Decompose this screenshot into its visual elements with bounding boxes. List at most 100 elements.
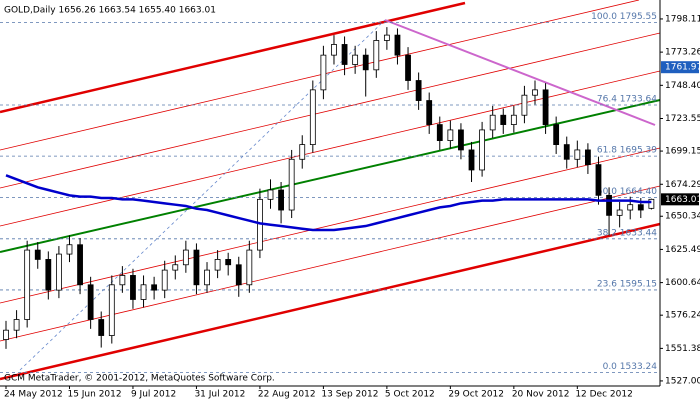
candle-body (56, 253, 62, 291)
candle-body (352, 54, 359, 65)
x-tick-label: 5 Oct 2012 (385, 390, 435, 400)
candle-body (24, 249, 31, 320)
candle-body (394, 34, 401, 56)
candle-body (172, 264, 179, 271)
candle-body (637, 204, 644, 211)
candle-body (34, 249, 41, 260)
candle-body (77, 244, 83, 286)
candle-body (616, 209, 623, 216)
y-tick-label: 1674.29 (665, 180, 700, 190)
candle-body (98, 319, 105, 336)
candle-body (267, 189, 274, 200)
candle-body (574, 149, 581, 160)
candle-body (606, 194, 612, 216)
candle-body (595, 164, 602, 196)
candle-body (278, 189, 284, 211)
fib-label: 100.0 1795.55 (591, 12, 657, 22)
y-tick-label: 1527.00 (665, 376, 700, 386)
y-tick-label: 1576.24 (665, 311, 700, 321)
candle-body (426, 100, 433, 125)
candle-body (151, 284, 158, 291)
y-tick-label: 1551.38 (665, 344, 700, 354)
price-marker-label: 1663.01 (665, 195, 700, 205)
candle-body (130, 275, 136, 300)
x-tick-label: 31 Jul 2012 (194, 390, 245, 400)
fib-label: 61.8 1695.39 (597, 146, 657, 156)
candle-body (553, 124, 560, 145)
candle-body (214, 259, 221, 271)
candle-body (458, 129, 464, 151)
candle-body (193, 249, 200, 286)
channel-bottom (0, 222, 661, 381)
candle-body (13, 319, 20, 331)
y-tick-label: 1699.15 (665, 147, 700, 157)
channel-line (0, 70, 661, 227)
candle-body (500, 114, 507, 125)
y-tick-label: 1748.40 (665, 81, 700, 91)
x-tick-label: 9 Jul 2012 (131, 390, 176, 400)
candle-body (309, 89, 316, 145)
price-marker-label: 1761.97 (665, 63, 700, 73)
candle-body (119, 275, 126, 286)
candle-body (468, 149, 475, 171)
candle-body (383, 34, 390, 41)
candle-body (479, 129, 486, 171)
candle-body (563, 144, 570, 160)
candle-body (542, 89, 549, 125)
candle-body (373, 40, 380, 71)
y-tick-label: 1650.34 (665, 212, 700, 222)
fib-label: 0.0 1533.24 (603, 362, 658, 372)
x-tick-label: 12 Dec 2012 (575, 390, 633, 400)
x-tick-label: 20 Nov 2012 (512, 390, 570, 400)
x-tick-label: 22 Aug 2012 (258, 390, 316, 400)
channel-line (0, 0, 640, 151)
candle-body (225, 259, 232, 266)
x-tick-label: 13 Sep 2012 (321, 390, 378, 400)
candle-body (510, 114, 517, 125)
candle-body (235, 264, 242, 286)
candle-body (532, 89, 538, 96)
trend-line (384, 19, 656, 126)
candle-body (288, 158, 295, 211)
candle-body (182, 249, 189, 266)
x-tick-label: 15 Jun 2012 (67, 390, 121, 400)
footer: GCM MetaTrader, © 2001-2012, MetaQuotes … (4, 374, 275, 384)
candle-body (87, 284, 94, 320)
fib-label: 23.6 1595.15 (597, 279, 657, 289)
price-marker (661, 61, 699, 74)
candle-body (415, 80, 422, 101)
y-tick-label: 1625.49 (665, 245, 700, 255)
y-tick-label: 1600.64 (665, 278, 700, 288)
candle-body (299, 144, 306, 160)
candle-body (405, 54, 411, 81)
y-tick-label: 1798.11 (665, 14, 700, 24)
x-tick-label: 24 May 2012 (4, 390, 63, 400)
candle-body (341, 44, 348, 65)
candle-body (648, 198, 655, 209)
candle-body (204, 269, 210, 286)
channel-line (0, 147, 661, 304)
x-tick-label: 29 Oct 2012 (448, 390, 504, 400)
trend-line (0, 99, 661, 253)
candle-body (66, 244, 73, 255)
candle-body (140, 284, 147, 300)
candle-body (246, 249, 253, 286)
candle-body (521, 94, 528, 116)
fib-label: 50.0 1664.40 (597, 187, 657, 197)
candle-body (447, 129, 454, 141)
candle-body (362, 54, 369, 71)
fib-label: 38.2 1633.44 (597, 228, 657, 238)
y-tick-label: 1723.55 (665, 114, 700, 124)
y-tick-label: 1773.26 (665, 48, 700, 58)
fib-label: 76.4 1733.64 (597, 95, 657, 105)
candle-body (320, 54, 327, 91)
candle-body (627, 204, 634, 211)
channel-line (0, 32, 661, 189)
candle-body (489, 114, 496, 131)
candle-body (45, 259, 52, 291)
candle-body (585, 149, 591, 166)
candles (3, 27, 655, 349)
candle-body (161, 269, 168, 291)
